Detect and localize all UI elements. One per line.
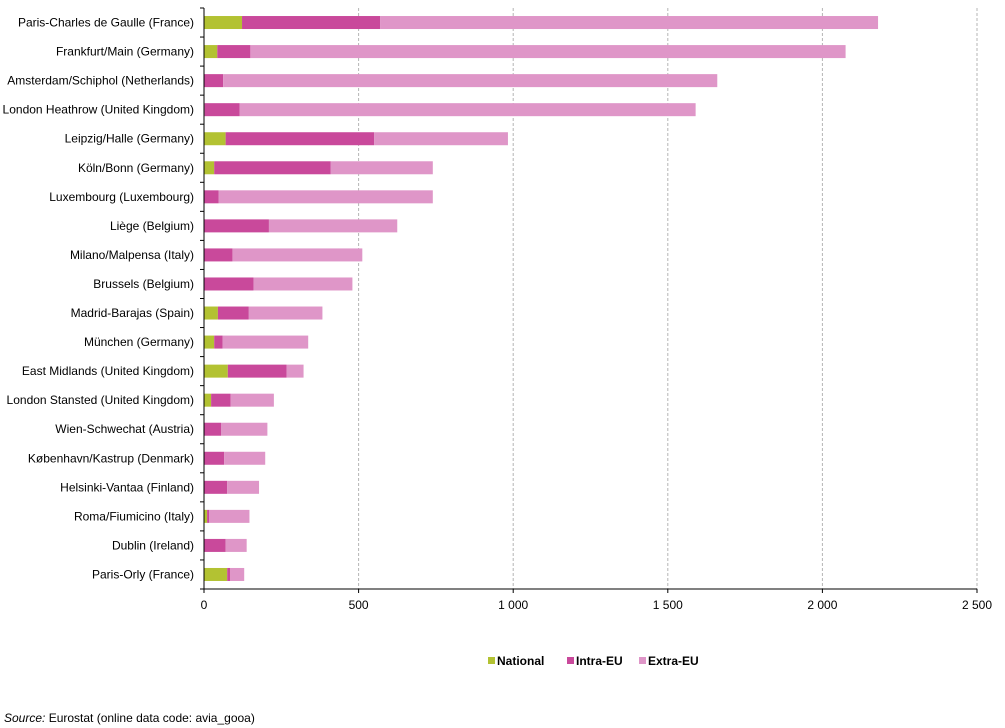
- category-labels: Paris-Charles de Gaulle (France) Frankfur…: [3, 16, 194, 582]
- bar-segment-extra-eu: [225, 538, 247, 552]
- category-label: Frankfurt/Main (Germany): [56, 45, 194, 59]
- x-tick-labels: 0 500 1 000 1 500 2 000 2 500: [201, 598, 993, 612]
- bar-segment-national: [204, 393, 212, 407]
- bar-segment-intra-eu: [204, 103, 240, 117]
- bar-segment-national: [204, 335, 215, 349]
- axes: [200, 7, 978, 593]
- bar-segment-intra-eu: [227, 364, 287, 378]
- category-label: Brussels (Belgium): [93, 277, 194, 291]
- source-label: Source:: [4, 711, 46, 725]
- category-label: Dublin (Ireland): [112, 538, 194, 552]
- legend-label-national: National: [497, 654, 544, 668]
- bar-segment-extra-eu: [221, 422, 268, 436]
- bar-segment-extra-eu: [232, 248, 363, 262]
- x-tick-label: 2 000: [807, 598, 837, 612]
- category-label: Köln/Bonn (Germany): [78, 161, 194, 175]
- legend-label-intra-eu: Intra-EU: [576, 654, 623, 668]
- bar-segment-extra-eu: [222, 335, 309, 349]
- x-tick-label: 500: [349, 598, 369, 612]
- bar-segment-intra-eu: [225, 132, 375, 146]
- bar-segment-intra-eu: [211, 393, 231, 407]
- bar-segment-national: [204, 364, 228, 378]
- bar-segment-extra-eu: [227, 480, 260, 494]
- category-label: München (Germany): [84, 335, 194, 349]
- bar-segment-intra-eu: [204, 422, 222, 436]
- bar-segment-extra-eu: [224, 451, 266, 465]
- category-label: Paris-Orly (France): [92, 567, 194, 581]
- legend-swatch-national: [488, 657, 495, 664]
- bar-segment-extra-eu: [253, 277, 353, 291]
- source-note: Source: Eurostat (online data code: avia…: [4, 711, 255, 725]
- category-label: Helsinki-Vantaa (Finland): [60, 480, 194, 494]
- bar-segment-intra-eu: [204, 74, 224, 88]
- bar-segment-intra-eu: [204, 219, 269, 233]
- bars: [204, 16, 879, 581]
- x-tick-label: 0: [201, 598, 208, 612]
- bar-segment-extra-eu: [250, 45, 846, 59]
- category-label: Wien-Schwechat (Austria): [55, 422, 194, 436]
- category-label: Paris-Charles de Gaulle (France): [18, 16, 194, 30]
- bar-segment-intra-eu: [217, 45, 251, 59]
- bar-segment-extra-eu: [209, 509, 250, 523]
- category-label: London Stansted (United Kingdom): [7, 393, 194, 407]
- bar-segment-extra-eu: [218, 190, 433, 204]
- category-label: Milano/Malpensa (Italy): [70, 248, 194, 262]
- bar-segment-intra-eu: [227, 567, 231, 581]
- x-tick-label: 1 000: [498, 598, 528, 612]
- category-label: Luxembourg (Luxembourg): [49, 190, 194, 204]
- category-label: London Heathrow (United Kingdom): [3, 103, 194, 117]
- bar-segment-intra-eu: [242, 16, 381, 30]
- bar-segment-intra-eu: [204, 480, 228, 494]
- category-label: Liège (Belgium): [110, 219, 194, 233]
- category-label: Leipzig/Halle (Germany): [65, 132, 194, 146]
- bar-segment-intra-eu: [204, 248, 233, 262]
- x-tick-label: 1 500: [653, 598, 683, 612]
- legend: National Intra-EU Extra-EU: [488, 654, 699, 668]
- bar-segment-intra-eu: [204, 451, 225, 465]
- legend-swatch-extra-eu: [639, 657, 646, 664]
- bar-segment-intra-eu: [214, 161, 331, 175]
- bar-segment-intra-eu: [207, 509, 210, 523]
- bar-segment-extra-eu: [330, 161, 433, 175]
- category-label: East Midlands (United Kingdom): [22, 364, 194, 378]
- bar-segment-extra-eu: [239, 103, 696, 117]
- bar-segment-extra-eu: [374, 132, 508, 146]
- bar-segment-national: [204, 161, 215, 175]
- bar-segment-national: [204, 306, 218, 320]
- bar-segment-intra-eu: [204, 277, 254, 291]
- bar-segment-national: [204, 567, 228, 581]
- bar-segment-intra-eu: [214, 335, 223, 349]
- category-label: København/Kastrup (Denmark): [28, 451, 194, 465]
- bar-segment-intra-eu: [204, 538, 226, 552]
- bar-segment-extra-eu: [230, 393, 274, 407]
- source-text: Eurostat (online data code: avia_gooa): [45, 711, 255, 725]
- bar-segment-national: [204, 509, 208, 523]
- category-label: Madrid-Barajas (Spain): [71, 306, 194, 320]
- bar-segment-extra-eu: [223, 74, 718, 88]
- bar-segment-national: [204, 16, 243, 30]
- x-tick-label: 2 500: [962, 598, 992, 612]
- bar-segment-extra-eu: [230, 567, 245, 581]
- bar-segment-intra-eu: [204, 190, 219, 204]
- bar-segment-extra-eu: [380, 16, 879, 30]
- bar-segment-national: [204, 45, 218, 59]
- category-label: Amsterdam/Schiphol (Netherlands): [7, 74, 194, 88]
- bar-segment-extra-eu: [268, 219, 398, 233]
- bar-segment-national: [204, 132, 226, 146]
- legend-label-extra-eu: Extra-EU: [648, 654, 699, 668]
- bar-segment-extra-eu: [248, 306, 323, 320]
- bar-segment-extra-eu: [286, 364, 304, 378]
- stacked-bar-chart: Paris-Charles de Gaulle (France) Frankfur…: [3, 7, 993, 668]
- legend-swatch-intra-eu: [567, 657, 574, 664]
- bar-segment-intra-eu: [217, 306, 249, 320]
- grid-lines: [358, 8, 978, 589]
- category-label: Roma/Fiumicino (Italy): [74, 509, 194, 523]
